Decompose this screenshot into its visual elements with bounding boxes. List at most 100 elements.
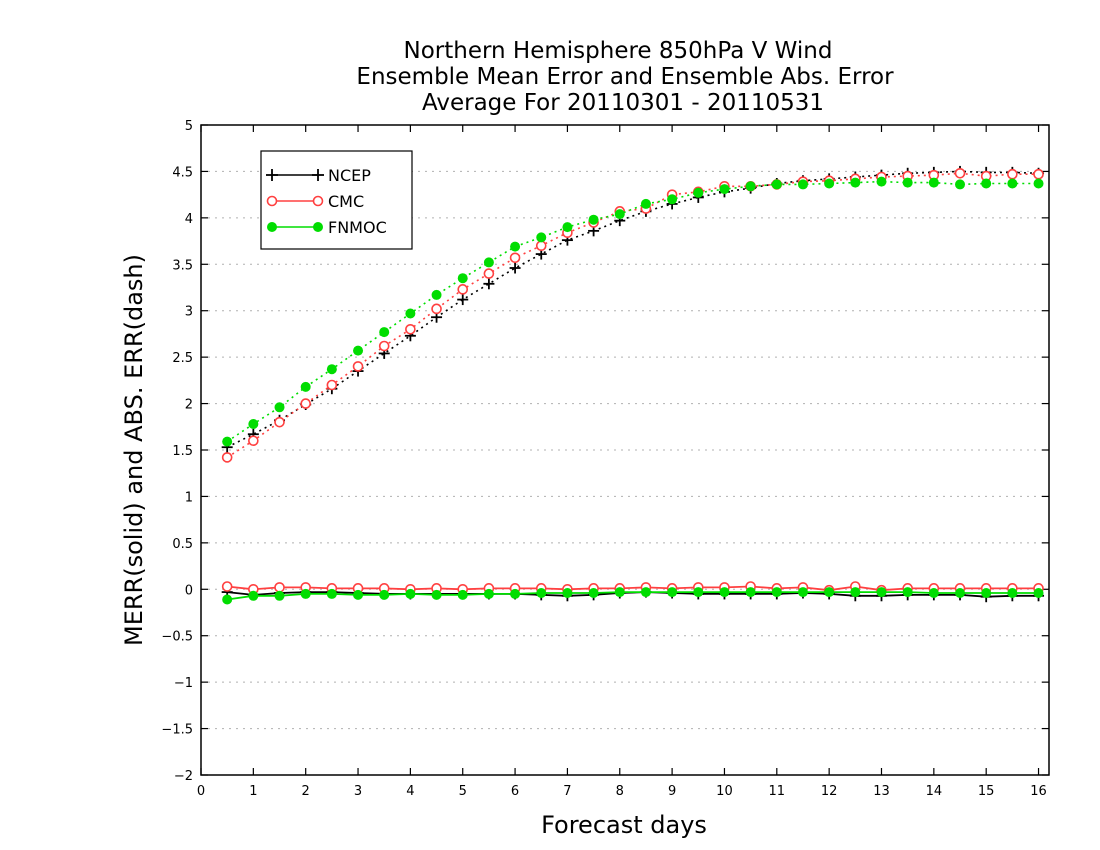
- data-point-cmc-merr: [274, 582, 285, 593]
- data-point-cmc-merr: [221, 581, 233, 592]
- data-point-fnmoc-abs-err: [326, 364, 337, 375]
- y-tick-label: −1.5: [161, 723, 193, 738]
- data-point-fnmoc-abs-err: [902, 177, 913, 188]
- data-point-fnmoc-merr: [719, 587, 730, 598]
- data-point-fnmoc-abs-err: [379, 327, 390, 338]
- x-tick-label: 13: [873, 784, 890, 799]
- data-point-cmc-abs-err: [535, 240, 547, 252]
- data-point-fnmoc-abs-err: [536, 232, 547, 243]
- data-point-fnmoc-merr: [981, 588, 992, 598]
- data-point-cmc-abs-err: [326, 379, 338, 391]
- data-point-fnmoc-merr: [405, 588, 416, 599]
- y-tick-label: 1.5: [172, 444, 193, 459]
- legend-label-cmc: CMC: [328, 192, 364, 211]
- data-point-fnmoc-abs-err: [797, 179, 808, 190]
- data-point-fnmoc-merr: [536, 588, 547, 598]
- data-point-ncep-abs-err: [457, 294, 469, 306]
- y-tick-label: 4: [185, 212, 193, 227]
- grid-lines: [201, 170, 1049, 730]
- data-point-fnmoc-abs-err: [353, 345, 364, 356]
- chart-title-line-3: Average For 20110301 - 20110531: [422, 90, 824, 116]
- x-tick-label: 10: [716, 784, 733, 799]
- legend-marker-fnmoc-left-dot-icon: [267, 222, 277, 232]
- data-point-fnmoc-abs-err: [248, 419, 259, 429]
- data-point-fnmoc-abs-err: [850, 177, 861, 188]
- data-point-cmc-abs-err: [1033, 168, 1044, 180]
- data-point-cmc-abs-err: [1007, 168, 1018, 180]
- data-point-cmc-abs-err: [483, 268, 495, 279]
- data-point-fnmoc-merr: [457, 589, 468, 600]
- legend-marker-fnmoc-right-dot-icon: [313, 222, 323, 232]
- data-point-cmc-abs-err: [431, 303, 442, 315]
- data-point-cmc-abs-err: [954, 167, 966, 179]
- data-point-fnmoc-merr: [510, 588, 521, 599]
- data-point-fnmoc-abs-err: [562, 222, 573, 233]
- y-tick-label: 3.5: [172, 258, 193, 273]
- x-tick-label: 9: [668, 784, 676, 799]
- data-point-fnmoc-abs-err: [928, 177, 939, 188]
- legend-marker-cmc-left-circle-icon: [266, 195, 278, 207]
- data-point-ncep-abs-err: [483, 278, 495, 290]
- legend-label-ncep: NCEP: [328, 166, 371, 185]
- data-point-fnmoc-merr: [824, 587, 835, 598]
- legend-marker-cmc-right-circle-icon: [312, 195, 324, 207]
- x-tick-label: 1: [249, 784, 257, 799]
- y-tick-label: −1: [174, 676, 193, 691]
- series-layer: [221, 165, 1045, 605]
- data-point-fnmoc-abs-err: [614, 209, 625, 220]
- data-point-fnmoc-abs-err: [824, 178, 835, 189]
- data-point-fnmoc-abs-err: [640, 198, 651, 209]
- x-tick-label: 3: [354, 784, 362, 799]
- data-point-fnmoc-merr: [797, 587, 808, 598]
- data-point-fnmoc-abs-err: [745, 181, 756, 192]
- data-point-fnmoc-merr: [353, 589, 364, 600]
- data-point-fnmoc-abs-err: [1033, 178, 1044, 189]
- data-point-fnmoc-abs-err: [667, 194, 678, 205]
- y-tick-label: 0: [185, 583, 193, 598]
- data-point-fnmoc-merr: [614, 587, 625, 598]
- y-tick-label: 4.5: [172, 165, 193, 180]
- data-point-fnmoc-merr: [745, 587, 756, 598]
- x-tick-label: 11: [769, 784, 786, 799]
- data-point-cmc-abs-err: [274, 416, 285, 428]
- y-tick-label: 5: [185, 119, 193, 134]
- data-point-fnmoc-abs-err: [693, 187, 704, 198]
- data-point-fnmoc-abs-err: [405, 308, 416, 319]
- data-point-fnmoc-merr: [1007, 588, 1018, 598]
- x-tick-label: 7: [563, 784, 571, 799]
- y-tick-label: 2: [185, 398, 193, 413]
- data-point-cmc-abs-err: [352, 361, 364, 372]
- data-point-fnmoc-abs-err: [222, 436, 233, 447]
- x-tick-label: 6: [511, 784, 519, 799]
- data-point-cmc-abs-err: [457, 284, 469, 295]
- y-tick-label: 1: [185, 490, 193, 505]
- x-axis-label: Forecast days: [541, 811, 707, 839]
- y-tick-label: −0.5: [161, 630, 193, 645]
- axis-ticks: −2−1.5−1−0.500.511.522.533.544.550 1 2 3 4 5 6…: [161, 119, 1049, 799]
- data-point-fnmoc-abs-err: [274, 402, 285, 413]
- data-point-fnmoc-merr: [850, 587, 861, 598]
- legend-box: [260, 150, 413, 250]
- data-point-fnmoc-merr: [876, 587, 887, 598]
- data-point-cmc-abs-err: [221, 452, 233, 463]
- legend-marker-ncep-left-plus-icon: [266, 169, 278, 181]
- data-point-fnmoc-abs-err: [719, 184, 730, 195]
- data-point-fnmoc-abs-err: [876, 176, 887, 187]
- x-tick-label: 2: [302, 784, 310, 799]
- data-point-cmc-abs-err: [378, 340, 390, 352]
- data-point-fnmoc-abs-err: [300, 381, 311, 392]
- data-point-fnmoc-merr: [431, 589, 442, 600]
- data-point-fnmoc-abs-err: [771, 179, 782, 190]
- data-point-fnmoc-abs-err: [588, 214, 599, 225]
- data-point-fnmoc-abs-err: [431, 289, 442, 300]
- data-point-fnmoc-merr: [640, 587, 651, 598]
- x-tick-label: 16: [1030, 784, 1047, 799]
- x-tick-label: 14: [926, 784, 943, 799]
- data-point-fnmoc-merr: [1033, 588, 1044, 598]
- data-point-fnmoc-merr: [588, 588, 599, 598]
- x-tick-label: 8: [616, 784, 624, 799]
- chart-title-line-2: Ensemble Mean Error and Ensemble Abs. Er…: [356, 64, 894, 90]
- legend: NCEP CMC FNMOC: [260, 150, 413, 250]
- data-point-cmc-abs-err: [405, 323, 416, 335]
- data-point-fnmoc-merr: [248, 590, 259, 601]
